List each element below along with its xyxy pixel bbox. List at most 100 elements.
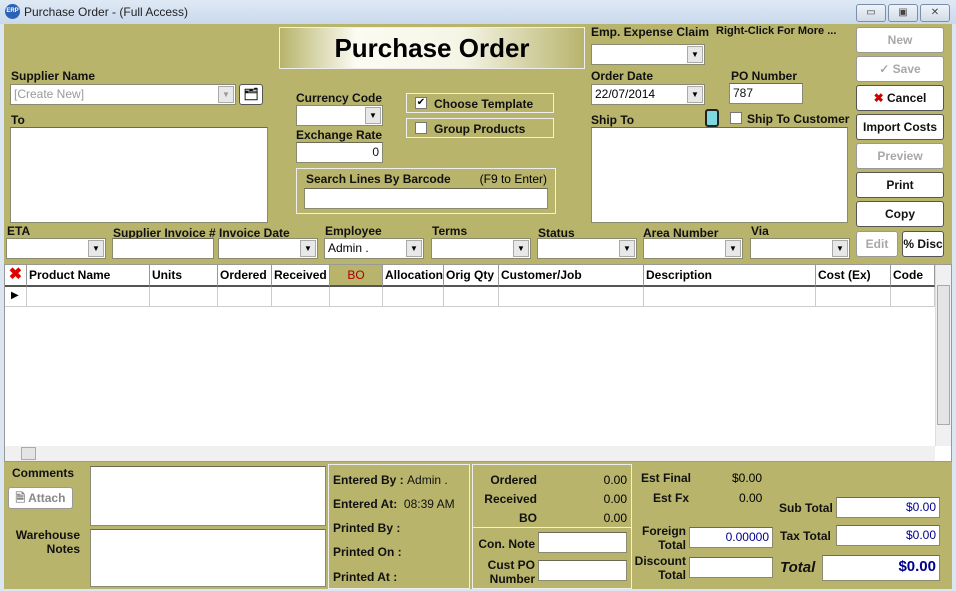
col-customer-job[interactable]: Customer/Job (499, 265, 644, 287)
est-fx-label: Est Fx (653, 491, 690, 505)
foreign-total-input[interactable]: 0.00000 (689, 527, 773, 548)
emp-expense-claim-label: Emp. Expense Claim (591, 25, 710, 39)
exchange-rate-input[interactable]: 0 (296, 142, 383, 163)
chevron-down-icon: ▼ (619, 240, 635, 257)
comments-textarea[interactable] (90, 466, 326, 526)
con-note-input[interactable] (538, 532, 627, 553)
discount-total-input[interactable] (689, 557, 773, 578)
col-description[interactable]: Description (644, 265, 816, 287)
exchange-rate-label: Exchange Rate (296, 128, 383, 142)
terms-dropdown[interactable]: ▼ (431, 238, 531, 259)
currency-code-dropdown[interactable]: ▼ (296, 105, 383, 126)
col-cost-ex[interactable]: Cost (Ex) (816, 265, 891, 287)
checkbox-checked-icon: ✔ (415, 97, 427, 109)
eta-dropdown[interactable]: ▼ (6, 238, 106, 259)
col-received[interactable]: Received (272, 265, 330, 287)
tax-total-value: $0.00 (836, 525, 940, 546)
invoice-date-dropdown[interactable]: ▼ (218, 238, 318, 259)
chevron-down-icon: ▼ (300, 240, 316, 257)
barcode-label: Search Lines By Barcode (306, 172, 451, 186)
chevron-down-icon: ▼ (513, 240, 529, 257)
new-button[interactable]: New (856, 27, 944, 53)
emp-expense-claim-dropdown[interactable]: ▼ (591, 44, 705, 65)
table-cell[interactable] (218, 287, 272, 307)
employee-dropdown[interactable]: Admin . ▼ (324, 238, 424, 259)
via-dropdown[interactable]: ▼ (750, 238, 850, 259)
bo-label: BO (519, 511, 537, 525)
area-number-label: Area Number (643, 226, 719, 240)
table-cell[interactable] (644, 287, 816, 307)
print-button[interactable]: Print (856, 172, 944, 198)
col-product-name[interactable]: Product Name (27, 265, 150, 287)
cust-po-input[interactable] (538, 560, 627, 581)
close-button[interactable]: ✕ (920, 4, 950, 22)
eta-label: ETA (7, 224, 31, 238)
ship-to-customer-checkbox[interactable] (730, 112, 742, 124)
table-cell[interactable] (891, 287, 935, 307)
table-cell[interactable] (444, 287, 499, 307)
col-orig-qty[interactable]: Orig Qty (444, 265, 499, 287)
supplier-lookup-button[interactable]: 🗂 (239, 84, 263, 105)
table-cell[interactable] (816, 287, 891, 307)
copy-button[interactable]: Copy (856, 201, 944, 227)
discount-button[interactable]: % Disc (902, 231, 944, 257)
currency-code-label: Currency Code (296, 91, 383, 105)
chevron-down-icon: ▼ (687, 86, 703, 103)
table-cell[interactable] (330, 287, 383, 307)
to-textarea[interactable] (10, 127, 268, 223)
received-label: Received (484, 492, 537, 506)
ordered-label: Ordered (490, 473, 537, 487)
attach-button[interactable]: 🗎 Attach (8, 487, 73, 509)
table-row[interactable] (27, 287, 150, 307)
import-costs-button[interactable]: Import Costs (856, 114, 944, 140)
col-bo[interactable]: BO (330, 265, 383, 287)
area-number-dropdown[interactable]: ▼ (643, 238, 743, 259)
attach-label: Attach (28, 491, 66, 505)
order-lines-grid[interactable]: ✖ Product Name Units Ordered Received BO… (4, 264, 952, 462)
checkbox-box (415, 122, 427, 134)
supplier-placeholder: [Create New] (14, 87, 85, 101)
order-date-label: Order Date (591, 69, 654, 83)
supplier-invoice-input[interactable] (112, 238, 214, 259)
chevron-down-icon: ▼ (365, 107, 381, 124)
save-button[interactable]: ✓ Save (856, 56, 944, 82)
table-cell[interactable] (383, 287, 444, 307)
notepad-icon[interactable] (705, 109, 719, 127)
col-units[interactable]: Units (150, 265, 218, 287)
scrollbar-thumb[interactable] (937, 285, 950, 425)
po-number-input[interactable]: 787 (729, 83, 803, 104)
edit-button[interactable]: Edit (856, 231, 898, 257)
horizontal-scrollbar[interactable] (5, 446, 935, 461)
vertical-scrollbar[interactable] (935, 265, 951, 446)
maximize-button[interactable]: ▣ (888, 4, 918, 22)
minimize-button[interactable]: ▭ (856, 4, 886, 22)
col-allocation[interactable]: Allocation (383, 265, 444, 287)
barcode-input[interactable] (304, 188, 548, 209)
table-cell[interactable] (150, 287, 218, 307)
received-value: 0.00 (603, 492, 627, 506)
col-code[interactable]: Code (891, 265, 935, 287)
delete-row-icon[interactable]: ✖ (5, 265, 27, 287)
table-cell[interactable] (499, 287, 644, 307)
chevron-down-icon: ▼ (687, 46, 703, 63)
cancel-button[interactable]: ✖ Cancel (856, 85, 944, 111)
table-cell[interactable] (272, 287, 330, 307)
chevron-down-icon: ▼ (725, 240, 741, 257)
group-products-checkbox[interactable]: Group Products (406, 118, 554, 138)
printed-by-label: Printed By : (333, 521, 401, 535)
col-ordered[interactable]: Ordered (218, 265, 272, 287)
choose-template-checkbox[interactable]: ✔ Choose Template (406, 93, 554, 113)
scrollbar-thumb[interactable] (21, 447, 36, 460)
supplier-name-dropdown[interactable]: [Create New] ▼ (10, 84, 236, 105)
entered-at-value: 08:39 AM (403, 497, 455, 511)
ship-to-textarea[interactable] (591, 127, 848, 223)
barcode-group: Search Lines By Barcode (F9 to Enter) (296, 168, 556, 214)
warehouse-notes-textarea[interactable] (90, 529, 326, 587)
order-date-picker[interactable]: 22/07/2014 ▼ (591, 84, 705, 105)
app-icon: ERP (5, 4, 20, 19)
choose-template-label: Choose Template (434, 97, 534, 111)
preview-button[interactable]: Preview (856, 143, 944, 169)
invoice-date-label: Invoice Date (219, 226, 290, 240)
status-dropdown[interactable]: ▼ (537, 238, 637, 259)
supplier-name-label: Supplier Name (11, 69, 96, 83)
